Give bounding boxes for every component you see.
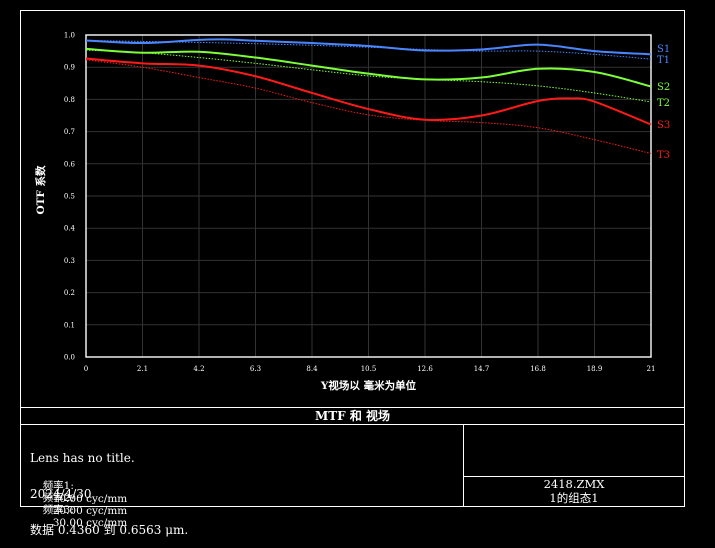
plot-frame [20,10,685,507]
frequency-3-value: 30.00 cyc/mm [52,517,128,529]
frequency-2: 频率2: 20.00 cyc/mm [36,478,128,517]
series-line-t2 [85,49,652,103]
series-line-s3 [85,57,652,126]
legend-label-s2: S2 [657,82,670,93]
lens-title: Lens has no title. [30,451,135,465]
legend-label-t3: T3 [657,150,670,161]
x-axis-label: Y视场以 毫米为单位 [320,379,417,392]
y-tick-label: 0.6 [64,160,76,168]
y-axis-label: OTF 系数 [34,165,47,215]
frequency-3-label: 频率3: [42,504,74,516]
series-line-s1 [85,38,652,56]
y-tick-label: 1.0 [64,32,75,40]
file-info-box [463,424,685,507]
mtf-chart: 0 2.1 4.2 6.3 8.4 10.5 12.6 14.7 16.8 18.9 21 0.0 0.… [34,32,670,393]
series-line-t3 [85,59,652,154]
x-tick-label: 2.1 [137,365,148,373]
plot-area-border [85,34,652,358]
x-tick-label: 4.2 [193,365,204,373]
frequency-3: 频率3: 30.00 cyc/mm [36,490,128,529]
x-tick-label: 14.7 [474,365,490,373]
frequency-1: 频率1: 10.00 cyc/mm [36,466,128,505]
x-tick-label: 12.6 [417,365,433,373]
y-tick-label: 0.4 [64,225,76,233]
configuration: 1的组态1 [549,491,599,505]
y-tick-label: 0.8 [64,96,75,104]
frequency-1-value: 10.00 cyc/mm [52,493,128,505]
y-tick-label: 0.2 [64,289,75,297]
x-tick-label: 18.9 [587,365,603,373]
y-tick-label: 0.3 [64,257,75,265]
x-tick-label: 8.4 [306,365,318,373]
x-tick-label: 6.3 [250,365,261,373]
date: 2024/4/30 [30,487,92,501]
legend-label-t2: T2 [657,98,670,109]
file-name: 2418.ZMX [543,477,605,491]
x-tick-label: 10.5 [361,365,377,373]
legend-label-s1: S1 [657,44,670,55]
file-info-divider [463,476,685,477]
y-tick-label: 0.9 [64,64,75,72]
chart-title: MTF 和 视场 [20,407,685,425]
x-tick-label: 21 [647,365,656,373]
series-line-s2 [85,47,652,88]
frequency-2-value: 20.00 cyc/mm [52,505,128,517]
x-tick-label: 16.8 [530,365,546,373]
frequency-1-label: 频率1: [42,480,74,492]
y-tick-label: 0.1 [64,321,75,329]
frequency-2-label: 频率2: [42,492,74,504]
y-tick-label: 0.7 [64,128,75,136]
legend-label-s3: S3 [657,120,670,131]
x-tick-label: 0 [84,365,88,373]
y-tick-label: 0.0 [64,354,75,362]
legend-label-t1: T1 [657,55,670,66]
y-tick-label: 0.5 [64,193,75,201]
series-line-t1 [85,39,652,60]
